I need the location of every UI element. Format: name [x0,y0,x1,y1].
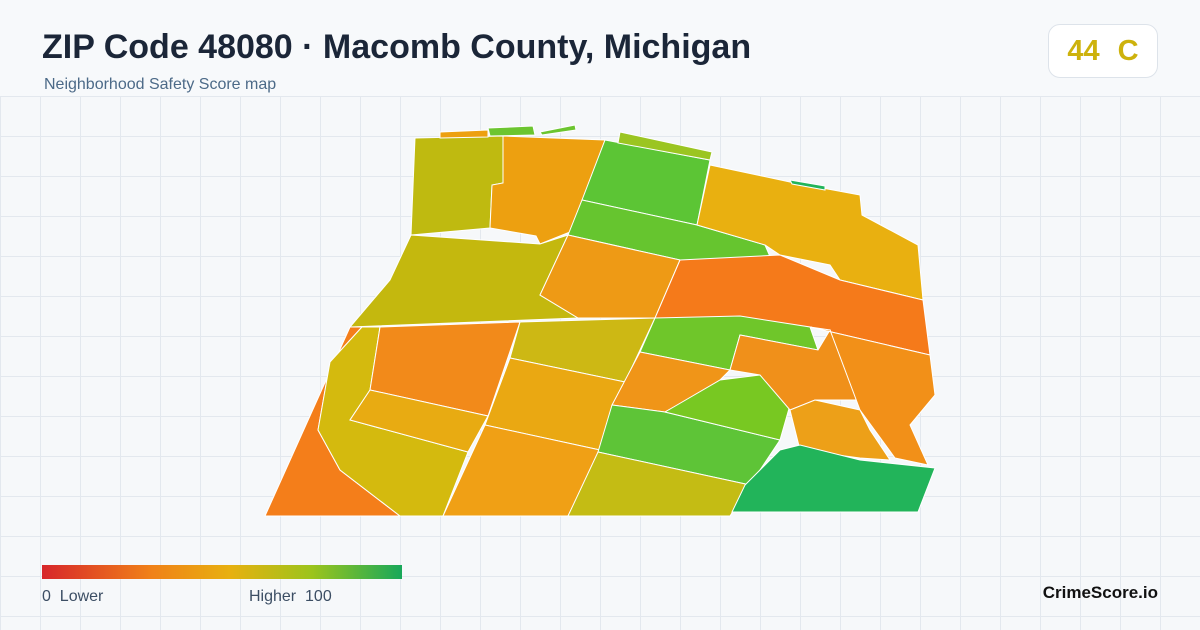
legend-max-value: 100 [305,588,332,605]
legend-min-value: 0 [42,588,51,605]
legend-gradient [42,565,402,579]
subtitle: Neighborhood Safety Score map [44,76,277,93]
brand: CrimeScore.io [1042,583,1158,602]
score-badge: 44 C [1048,24,1158,78]
legend-max: Higher 100 [249,588,332,606]
legend-max-label: Higher [249,588,297,605]
header [0,0,1200,96]
score-value: 44 [1067,34,1100,67]
zones [264,124,936,517]
title: ZIP Code 48080 · Macomb County, Michigan [42,28,752,66]
score-grade: C [1117,34,1139,67]
legend-min-label: Lower [59,588,104,605]
legend-min: 0 Lower [42,588,103,606]
